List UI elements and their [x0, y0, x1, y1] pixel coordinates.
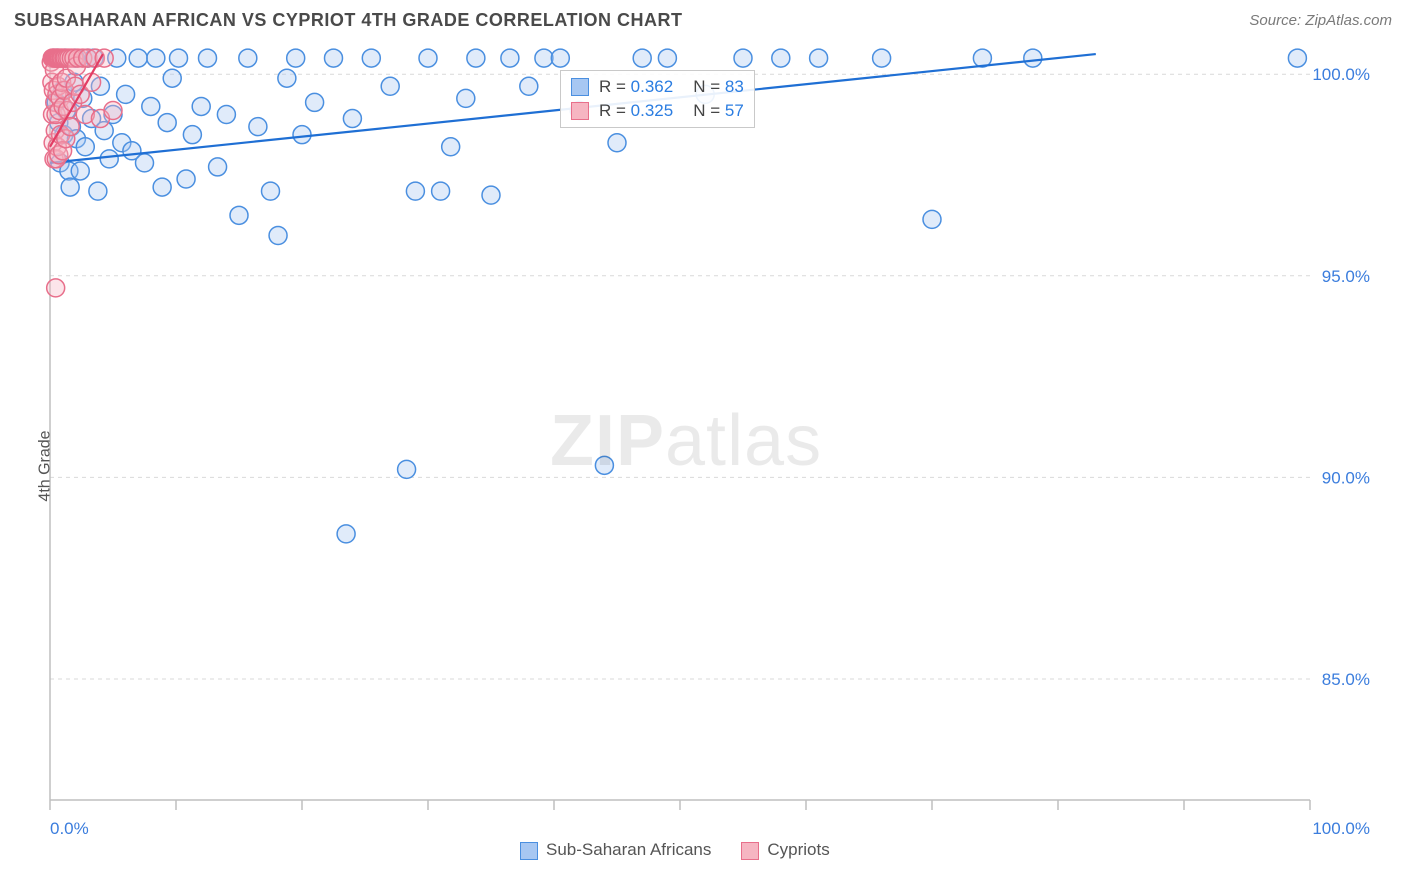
correlation-legend: R = 0.362 N = 83 R = 0.325 N = 57	[560, 70, 755, 128]
legend-n-value[interactable]: 57	[725, 101, 744, 120]
legend-n-label: N = 57	[693, 99, 744, 123]
legend-swatch-blue	[571, 78, 589, 96]
legend-item: Cypriots	[741, 840, 829, 860]
series-legend: Sub-Saharan Africans Cypriots	[520, 840, 830, 860]
legend-swatch-pink	[741, 842, 759, 860]
svg-text:85.0%: 85.0%	[1322, 670, 1370, 689]
scatter-plot-svg: 85.0% 90.0% 95.0% 100.0% 0.0% 100.0%	[0, 40, 1406, 840]
chart-container: SUBSAHARAN AFRICAN VS CYPRIOT 4TH GRADE …	[0, 0, 1406, 892]
svg-text:0.0%: 0.0%	[50, 819, 89, 838]
legend-label: Cypriots	[767, 840, 829, 859]
legend-item: Sub-Saharan Africans	[520, 840, 711, 860]
svg-text:95.0%: 95.0%	[1322, 267, 1370, 286]
legend-label: Sub-Saharan Africans	[546, 840, 711, 859]
chart-title: SUBSAHARAN AFRICAN VS CYPRIOT 4TH GRADE …	[14, 10, 683, 31]
legend-r-value[interactable]: 0.362	[631, 77, 674, 96]
svg-text:100.0%: 100.0%	[1312, 65, 1370, 84]
legend-swatch-blue	[520, 842, 538, 860]
legend-r-label: R = 0.325	[599, 99, 673, 123]
legend-r-value[interactable]: 0.325	[631, 101, 674, 120]
svg-text:100.0%: 100.0%	[1312, 819, 1370, 838]
legend-n-value[interactable]: 83	[725, 77, 744, 96]
chart-area: 4th Grade 85.0% 90.0% 95.0% 100.0% 0.0% 100.0…	[0, 40, 1406, 892]
legend-r-label: R = 0.362	[599, 75, 673, 99]
title-bar: SUBSAHARAN AFRICAN VS CYPRIOT 4TH GRADE …	[0, 0, 1406, 37]
svg-text:90.0%: 90.0%	[1322, 468, 1370, 487]
chart-source: Source: ZipAtlas.com	[1249, 12, 1392, 29]
y-axis-label: 4th Grade	[37, 430, 55, 501]
legend-swatch-pink	[571, 102, 589, 120]
legend-row: R = 0.325 N = 57	[571, 99, 744, 123]
legend-row: R = 0.362 N = 83	[571, 75, 744, 99]
legend-n-label: N = 83	[693, 75, 744, 99]
